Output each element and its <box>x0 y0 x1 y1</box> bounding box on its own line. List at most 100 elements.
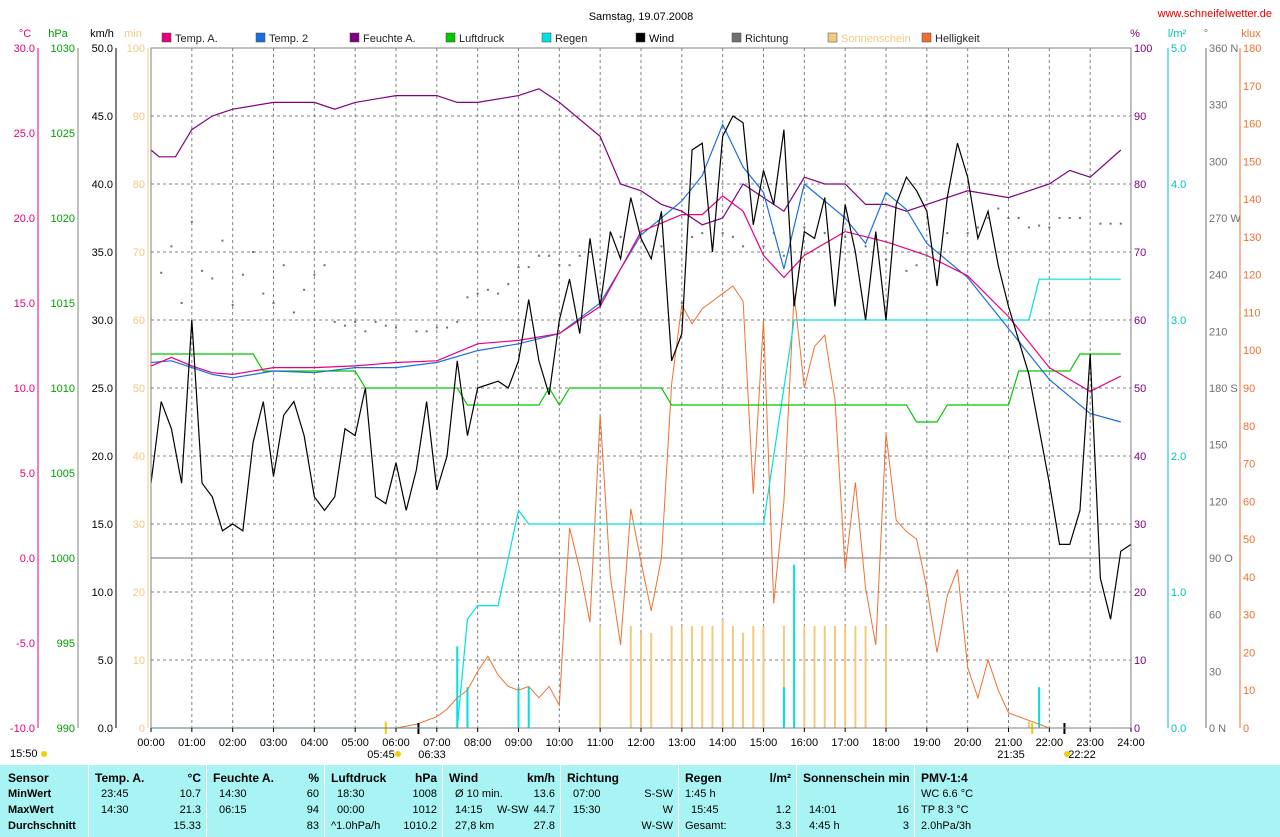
pct-axis-tick: 10 <box>1134 655 1146 667</box>
x-tick-label: 01:00 <box>178 737 206 749</box>
feuchte-min: 60 <box>306 788 319 800</box>
wind-avg10-label: Ø 10 min. <box>455 788 503 800</box>
temp-unit-label: °C <box>19 28 31 40</box>
direction-dot <box>374 320 377 323</box>
x-tick-label: 14:00 <box>709 737 737 749</box>
luftdruck-min-time: 18:30 <box>337 788 365 800</box>
min-axis-tick: 100 <box>127 43 145 55</box>
klux-axis-tick: 20 <box>1243 647 1255 659</box>
direction-dot <box>160 271 163 274</box>
pressure-line <box>151 353 1121 423</box>
direction-dot <box>915 264 918 267</box>
legend-swatch <box>827 32 838 43</box>
legend-label: Temp. 2 <box>269 33 308 45</box>
direction-dot <box>262 292 265 295</box>
klux-axis-tick: 110 <box>1243 307 1261 319</box>
summary-col-pmv: PMV-1:4 WC 6.6 °C TP 8.3 °C 2.0hPa/3h <box>914 765 1033 837</box>
direction-dot <box>925 254 928 257</box>
site-link[interactable]: www.schneifelwetter.de <box>1157 8 1272 20</box>
lm2-axis-tick: 2.0 <box>1171 451 1186 463</box>
klux-axis-tick: 60 <box>1243 496 1255 508</box>
lm2-axis-tick: 0.0 <box>1171 723 1186 735</box>
direction-dot <box>1078 217 1081 219</box>
temp-max: 21.3 <box>179 804 201 816</box>
kmh-unit-label: km/h <box>90 28 114 40</box>
direction-dot <box>446 326 449 329</box>
direction-dot <box>772 232 775 235</box>
direction-dot <box>190 220 193 223</box>
regen-max: 1.2 <box>775 804 791 816</box>
sun-markers: 05:45 06:33 21:35 22:22 15:50 <box>10 748 1096 761</box>
wind-max: 44.7 <box>533 804 555 816</box>
richtung-header: Richtung <box>567 771 619 785</box>
direction-dot <box>1109 222 1112 225</box>
x-tick-label: 04:00 <box>301 737 329 749</box>
luftdruck-max: 1012 <box>412 804 437 816</box>
legend-label: Wind <box>649 33 674 45</box>
direction-dot <box>1068 217 1071 219</box>
x-tick-label: 10:00 <box>546 737 574 749</box>
temp-max-time: 14:30 <box>101 804 129 816</box>
lm2-axis-tick: 5.0 <box>1171 43 1186 55</box>
klux-axis-tick: 160 <box>1243 119 1261 131</box>
x-tick-label: 17:00 <box>831 737 859 749</box>
klux-axis-tick: 90 <box>1243 383 1255 395</box>
direction-dot <box>578 254 581 257</box>
hpa-axis-tick: 990 <box>57 723 75 735</box>
feuchte-header: Feuchte A. <box>213 771 274 785</box>
direction-dot <box>742 245 745 248</box>
direction-dot <box>660 245 663 248</box>
direction-dot <box>731 235 734 238</box>
sun-icon <box>395 751 401 757</box>
x-tick-label: 18:00 <box>872 737 900 749</box>
hpa-axis-tick: 1015 <box>51 298 75 310</box>
x-tick-label: 23:00 <box>1076 737 1104 749</box>
sonne-max-time: 14:01 <box>809 804 837 816</box>
kmh-axis-tick: 40.0 <box>92 179 113 191</box>
direction-dot <box>231 303 234 306</box>
legend-swatch <box>445 32 456 43</box>
chart-title: Samstag, 19.07.2008 <box>589 11 694 23</box>
temp-axis-tick: 0.0 <box>20 553 35 565</box>
summary-col-sonne: Sonnenschein min 14:01 16 4:45 h 3 <box>796 765 915 837</box>
direction-dot <box>905 269 908 272</box>
kmh-axis-tick: 35.0 <box>92 247 113 259</box>
min-unit-label: min <box>124 28 142 40</box>
x-axis: 00:00 01:00 02:00 03:00 04:00 05:00 06:00 07:00… <box>137 728 1145 749</box>
summary-col-richtung: Richtung 07:00 S-SW 15:30 W W-SW <box>560 765 679 837</box>
direction-dot <box>721 232 724 235</box>
direction-dot <box>966 232 969 235</box>
deg-axis-tick: 0 N <box>1209 723 1226 735</box>
deg-axis-tick: 300 <box>1209 156 1227 168</box>
pct-axis-tick: 70 <box>1134 247 1146 259</box>
direction-dot <box>415 330 418 333</box>
luftdruck-header: Luftdruck <box>331 771 387 785</box>
klux-axis-tick: 130 <box>1243 232 1261 244</box>
wind-line <box>150 115 1132 620</box>
summary-col-wind: Wind km/h Ø 10 min. 13.6 14:15 W-SW 44.7 27,… <box>442 765 561 837</box>
min-axis-tick: 40 <box>133 451 145 463</box>
summary-sensor-header: Sensor <box>8 771 49 785</box>
temp-axis-tick: 30.0 <box>14 43 35 55</box>
direction-dot <box>323 264 326 267</box>
right-axis-units: % l/m² ° klux <box>1130 28 1261 40</box>
x-tick-label: 20:00 <box>954 737 982 749</box>
direction-dot <box>987 217 990 219</box>
direction-dot <box>476 292 479 295</box>
temp-axis-tick: -10.0 <box>10 723 35 735</box>
feuchte-min-time: 14:30 <box>219 788 247 800</box>
deg-unit-label: ° <box>1204 28 1208 40</box>
temp-axis-tick: 15.0 <box>14 298 35 310</box>
legend-label: Regen <box>555 33 587 45</box>
direction-dot <box>946 232 949 235</box>
direction-dot <box>1017 217 1020 219</box>
direction-dot <box>333 320 336 323</box>
klux-axis-tick: 120 <box>1243 270 1261 282</box>
direction-dot <box>537 254 540 257</box>
kmh-axis-tick: 30.0 <box>92 315 113 327</box>
direction-dot <box>997 207 1000 210</box>
temp-unit: °C <box>187 771 201 785</box>
x-tick-label: 00:00 <box>137 737 165 749</box>
min-axis-tick: 0 <box>139 723 145 735</box>
temp-axis-tick: 20.0 <box>14 213 35 225</box>
